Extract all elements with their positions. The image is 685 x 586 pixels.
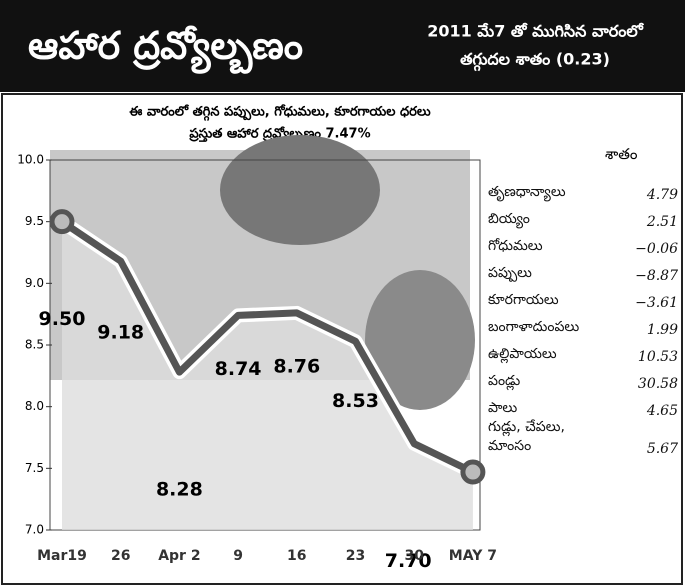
- y-tick-label: 7.0: [25, 523, 44, 537]
- table-row: ఉల్లిపాయలు 10.53: [488, 338, 678, 365]
- x-tick-label: 30: [404, 548, 424, 564]
- y-tick-label: 10.0: [17, 153, 44, 167]
- chart-title: ఆహార ద్రవ్యోల్బణం: [28, 24, 303, 75]
- photo-bowl: [220, 135, 380, 245]
- cell-value: 4.65: [646, 403, 678, 419]
- subtitle: తగ్గుదల శాతం (0.23): [460, 50, 610, 72]
- header-band: [0, 0, 685, 92]
- data-label: 8.53: [332, 390, 379, 412]
- cell-name: బంగాళాదుంపలు: [488, 319, 580, 335]
- data-label: 9.50: [39, 308, 86, 330]
- cell-name: తృణధాన్యాలు: [488, 184, 566, 200]
- frame: [1, 93, 683, 585]
- cell-value: 2.51: [646, 214, 678, 230]
- table-row: కూరగాయలు −3.61: [488, 284, 678, 311]
- cell-name: కూరగాయలు: [488, 292, 559, 308]
- y-tick-label: 9.0: [25, 276, 44, 290]
- y-tick-label: 9.5: [25, 214, 44, 228]
- cell-value: −8.87: [635, 268, 678, 284]
- y-tick-label: 8.0: [25, 399, 44, 413]
- x-tick-label: 9: [233, 548, 243, 564]
- data-label: 8.74: [215, 358, 262, 380]
- table-row: పప్పులు −8.87: [488, 257, 678, 284]
- x-tick-label: Mar19: [37, 548, 87, 564]
- table-row: బియ్యం 2.51: [488, 203, 678, 230]
- photo-vegetables: [365, 270, 475, 410]
- data-label: 8.76: [273, 355, 320, 377]
- headline: ఈ వారంలో తగ్గిన పప్పులు, గోధుమలు, కూరగాయ…: [129, 104, 431, 122]
- table-header: శాతం: [605, 145, 638, 163]
- table-row: పండ్లు 30.58: [488, 365, 678, 392]
- table-row: పాలు 4.65: [488, 392, 678, 419]
- area: [62, 221, 473, 530]
- x-tick-label: 16: [287, 548, 306, 564]
- table-row: బంగాళాదుంపలు 1.99: [488, 311, 678, 338]
- cell-value: −3.61: [635, 295, 678, 311]
- cell-value: 5.67: [646, 441, 678, 457]
- y-tick-label: 8.5: [25, 338, 44, 352]
- cell-name: పాలు: [488, 400, 518, 416]
- line: [60, 218, 475, 476]
- cell-value: 1.99: [646, 322, 678, 338]
- table-row: గుడ్లు, చేపలు, మాంసం 5.67: [488, 419, 678, 457]
- data-label: 7.70: [385, 550, 432, 572]
- x-tick-label: Apr 2: [158, 548, 200, 564]
- x-tick-label: 23: [346, 548, 365, 564]
- table-row: తృణధాన్యాలు 4.79: [488, 176, 678, 203]
- price-table: తృణధాన్యాలు 4.79 బియ్యం 2.51 గోధుమలు −0.06 పప్…: [488, 176, 678, 457]
- point: [49, 209, 75, 235]
- cell-name: బియ్యం: [488, 211, 530, 227]
- cell-value: 10.53: [637, 349, 678, 365]
- point: [460, 459, 486, 485]
- x-tick-label: 26: [111, 548, 130, 564]
- cell-name: ఉల్లిపాయలు: [488, 346, 557, 362]
- x-tick-label: MAY 7: [449, 548, 497, 564]
- data-label: 9.18: [97, 322, 144, 344]
- subtitle: 2011 మే7 తో ముగిసిన వారంలో: [427, 22, 644, 41]
- cell-value: −0.06: [635, 241, 678, 257]
- cell-value: 4.79: [646, 187, 678, 203]
- cell-name: గుడ్లు, చేపలు, మాంసం: [488, 419, 565, 454]
- cell-name: పండ్లు: [488, 373, 521, 389]
- cell-name: గోధుమలు: [488, 238, 543, 254]
- table-row: గోధుమలు −0.06: [488, 230, 678, 257]
- data-label: 8.28: [156, 479, 203, 501]
- cell-value: 30.58: [637, 376, 678, 392]
- y-tick-label: 7.5: [25, 461, 44, 475]
- cell-name: పప్పులు: [488, 265, 532, 281]
